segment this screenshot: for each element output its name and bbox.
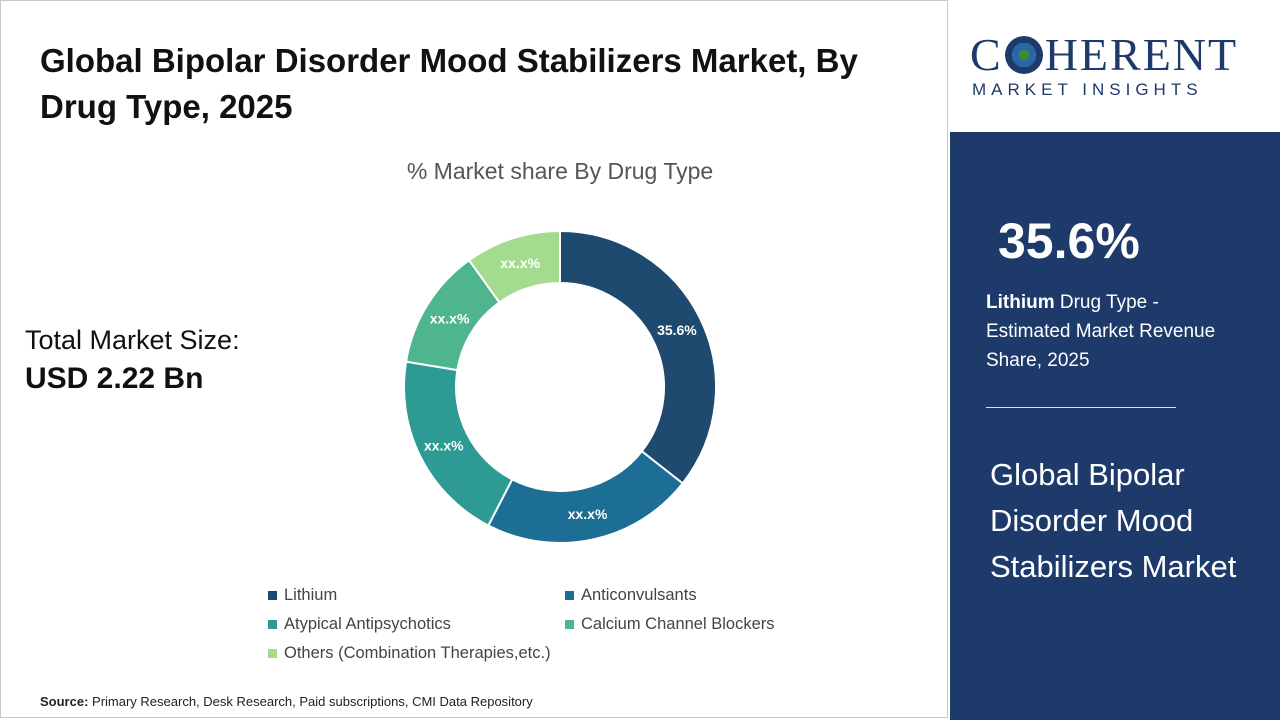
logo-letter-c: C	[970, 29, 1003, 80]
data-label: xx.x%	[424, 437, 464, 453]
source-label: Source:	[40, 694, 89, 709]
legend-item-atypical-antipsychotics: Atypical Antipsychotics	[268, 615, 565, 634]
kpi-text: Drug Type - Estimated Market Revenue Sha…	[986, 292, 1216, 371]
data-label: xx.x%	[430, 310, 470, 326]
chart-title: % Market share By Drug Type	[406, 158, 714, 184]
data-label: 35.6%	[657, 322, 697, 338]
kpi-segment: Lithium	[986, 292, 1055, 313]
chart-frame	[0, 0, 948, 718]
logo-letters: HERENT	[1044, 29, 1239, 80]
legend-item-others: Others (Combination Therapies,etc.)	[268, 644, 565, 663]
data-label: xx.x%	[500, 255, 540, 271]
slice-lithium	[559, 229, 717, 485]
donut-chart: 35.6% xx.x% xx.x% xx.x% xx.x%	[403, 229, 717, 544]
panel-divider	[986, 407, 1176, 408]
logo-wordmark: C HERENT	[970, 28, 1238, 81]
legend-label: Anticonvulsants	[581, 586, 697, 604]
page-title: Global Bipolar Disorder Mood Stabilizers…	[40, 42, 858, 125]
legend-swatch	[268, 620, 277, 629]
legend-label: Calcium Channel Blockers	[581, 615, 775, 633]
source-note: Source: Primary Research, Desk Research,…	[40, 694, 533, 709]
legend-label: Atypical Antipsychotics	[284, 615, 451, 633]
legend-swatch	[268, 649, 277, 658]
logo: C HERENT MARKET INSIGHTS	[950, 0, 1280, 132]
market-size-value: USD 2.22 Bn	[25, 362, 204, 395]
legend-item-lithium: Lithium	[268, 586, 565, 605]
slice-anticonvulsants	[486, 449, 685, 544]
legend-swatch	[565, 620, 574, 629]
legend-swatch	[565, 591, 574, 600]
kpi-description: Lithium Drug Type - Estimated Market Rev…	[986, 288, 1246, 375]
chart-legend: Lithium Anticonvulsants Atypical Antipsy…	[268, 586, 828, 663]
kpi-value: 35.6%	[998, 213, 1140, 269]
legend-label: Others (Combination Therapies,etc.)	[284, 644, 551, 662]
info-panel: C HERENT MARKET INSIGHTS 35.6% Lithium D…	[950, 0, 1280, 720]
globe-icon	[1004, 35, 1043, 74]
legend-item-calcium-channel-blockers: Calcium Channel Blockers	[565, 615, 828, 634]
logo-tagline: MARKET INSIGHTS	[972, 80, 1203, 99]
panel-title: Global Bipolar Disorder Mood Stabilizers…	[990, 457, 1237, 584]
slice-others	[467, 229, 561, 304]
source-text: Primary Research, Desk Research, Paid su…	[92, 694, 533, 709]
data-label: xx.x%	[568, 506, 608, 522]
legend-item-anticonvulsants: Anticonvulsants	[565, 586, 828, 605]
legend-label: Lithium	[284, 586, 338, 604]
legend-swatch	[268, 591, 277, 600]
market-size-label: Total Market Size:	[25, 325, 240, 355]
